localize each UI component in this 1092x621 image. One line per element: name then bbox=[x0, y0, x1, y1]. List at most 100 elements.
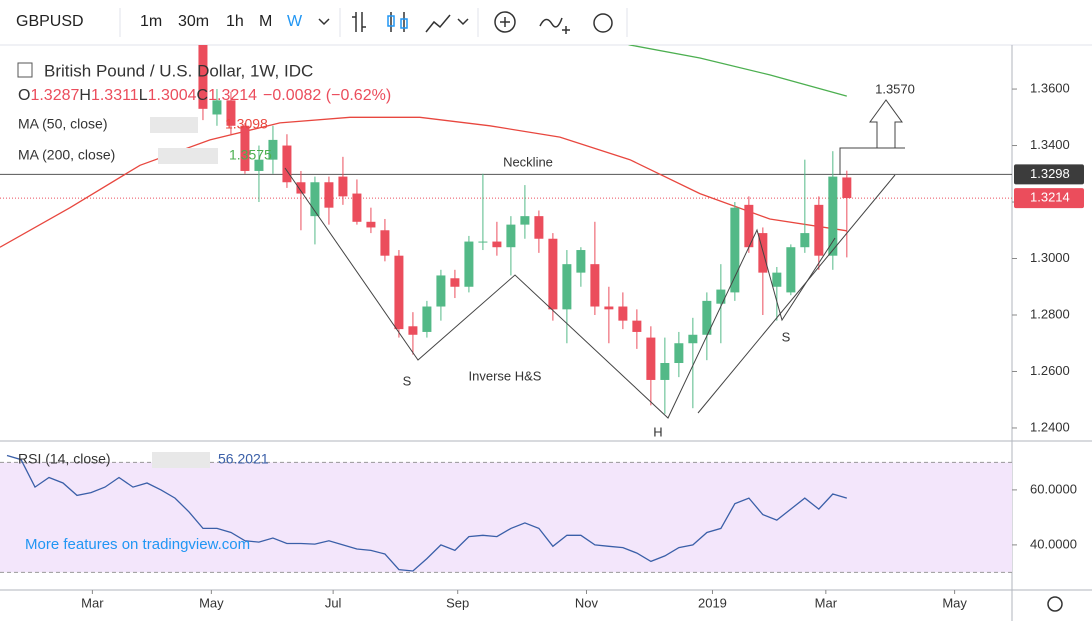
ma-value: 1.3575 bbox=[229, 147, 272, 163]
legend-buttons[interactable] bbox=[152, 452, 210, 468]
candle-body bbox=[828, 176, 838, 256]
candle-body bbox=[226, 100, 236, 126]
rsi-band bbox=[0, 462, 1012, 573]
moving-average bbox=[0, 116, 847, 248]
candle-body bbox=[408, 326, 418, 335]
x-tick-label: Sep bbox=[446, 595, 469, 610]
ohlc-part: 1.3004 bbox=[148, 87, 197, 104]
price-tag bbox=[1014, 188, 1084, 209]
ohlc-part: C bbox=[197, 87, 209, 104]
candle-body bbox=[338, 176, 348, 197]
rsi-legend: RSI (14, close) bbox=[18, 451, 111, 467]
candle-body bbox=[548, 238, 558, 310]
annotation: Neckline bbox=[503, 154, 553, 169]
candle-body bbox=[212, 100, 222, 115]
candle-body bbox=[534, 216, 544, 239]
x-tick-label: May bbox=[199, 595, 224, 610]
y-tick-label: 1.3000 bbox=[1030, 250, 1070, 265]
candle-body bbox=[478, 241, 488, 243]
candle-body bbox=[800, 233, 810, 248]
candle-body bbox=[310, 182, 320, 217]
candle-body bbox=[576, 250, 586, 273]
candle-body bbox=[716, 289, 726, 304]
candle-body bbox=[352, 193, 362, 222]
watermark[interactable]: More features on tradingview.com bbox=[25, 536, 250, 553]
candle-body bbox=[660, 363, 670, 380]
y-tick-label: 1.2600 bbox=[1030, 363, 1070, 378]
target-arrow bbox=[869, 99, 903, 149]
candle-body bbox=[492, 241, 502, 248]
ohlc-readout: O1.3287H1.3311L1.3004C1.3214 −0.0082 (−0.… bbox=[18, 87, 391, 104]
interval[interactable]: 1m bbox=[140, 13, 162, 30]
candle-icon[interactable] bbox=[400, 18, 408, 29]
candle-body bbox=[618, 306, 628, 321]
ohlc-part: L bbox=[139, 87, 148, 104]
candle-body bbox=[674, 343, 684, 364]
ma-legend: MA (50, close) bbox=[18, 116, 107, 132]
rsi-tick-label: 60.0000 bbox=[1030, 481, 1077, 496]
y-tick-label: 1.3600 bbox=[1030, 80, 1070, 95]
candle-body bbox=[394, 255, 404, 330]
legend-buttons[interactable] bbox=[150, 117, 198, 133]
chart-style-icons[interactable] bbox=[352, 12, 451, 33]
indicators-icon[interactable] bbox=[494, 11, 516, 33]
annotation: S bbox=[782, 329, 791, 344]
candle-body bbox=[198, 45, 208, 109]
ohlc-part: 1.3311 bbox=[91, 87, 139, 104]
candle-body bbox=[786, 247, 796, 293]
legend-buttons[interactable] bbox=[158, 148, 218, 164]
candle-icon[interactable] bbox=[387, 15, 395, 27]
interval-active[interactable]: W bbox=[287, 13, 303, 30]
ohlc-part: H bbox=[79, 87, 91, 104]
pattern-lines bbox=[284, 167, 836, 419]
symbol[interactable]: GBPUSD bbox=[16, 13, 84, 30]
x-tick-label: Mar bbox=[815, 595, 838, 610]
candle-body bbox=[282, 145, 292, 183]
candle-body bbox=[730, 207, 740, 293]
target-line bbox=[839, 147, 905, 175]
candle-body bbox=[436, 275, 446, 307]
x-tick-label: 2019 bbox=[698, 595, 727, 610]
candle-body bbox=[254, 159, 264, 171]
annotation: H bbox=[653, 424, 662, 439]
interval[interactable]: 30m bbox=[178, 13, 209, 30]
x-tick-label: Nov bbox=[575, 595, 599, 610]
candle-body bbox=[744, 204, 754, 248]
interval[interactable]: 1h bbox=[226, 13, 244, 30]
ma-value: 1.3098 bbox=[225, 116, 268, 132]
trend-line bbox=[697, 174, 896, 414]
dropdown-icon[interactable] bbox=[457, 18, 469, 26]
candle-body bbox=[604, 306, 614, 310]
y-tick-label: 1.2800 bbox=[1030, 306, 1070, 321]
alert-icon[interactable] bbox=[593, 13, 613, 33]
moving-average bbox=[627, 45, 847, 97]
overlay-layer: Neckline Inverse H&S S H S 1.3570 Britis… bbox=[17, 61, 1084, 612]
interval[interactable]: M bbox=[259, 13, 272, 30]
ohlc-part: −0.0082 (−0.62%) bbox=[263, 87, 391, 104]
candle-body bbox=[702, 300, 712, 335]
candle-body bbox=[842, 177, 852, 199]
candle-body bbox=[268, 139, 278, 160]
annotation: S bbox=[403, 373, 412, 388]
candle-body bbox=[590, 264, 600, 307]
annotation: Inverse H&S bbox=[469, 368, 542, 383]
ohlc-part: 1.3214 bbox=[208, 87, 257, 104]
chart-title: British Pound / U.S. Dollar, 1W, IDC bbox=[44, 61, 313, 80]
candle-body bbox=[450, 278, 460, 287]
candle-body bbox=[422, 306, 432, 332]
ohlc-part: O bbox=[18, 87, 30, 104]
annotation: 1.3570 bbox=[875, 81, 915, 96]
candle-body bbox=[562, 264, 572, 310]
dropdown-icon[interactable] bbox=[318, 18, 330, 26]
settings-icon[interactable] bbox=[1047, 596, 1063, 612]
y-tick-label: 1.3400 bbox=[1030, 137, 1070, 152]
price-tag-label: 1.3298 bbox=[1030, 166, 1070, 181]
candle-body bbox=[688, 334, 698, 344]
compare-icon[interactable] bbox=[500, 17, 570, 34]
toolbar bbox=[0, 0, 1092, 45]
x-tick-label: May bbox=[942, 595, 967, 610]
collapse-icon[interactable] bbox=[17, 62, 33, 78]
candle-body bbox=[520, 216, 530, 225]
